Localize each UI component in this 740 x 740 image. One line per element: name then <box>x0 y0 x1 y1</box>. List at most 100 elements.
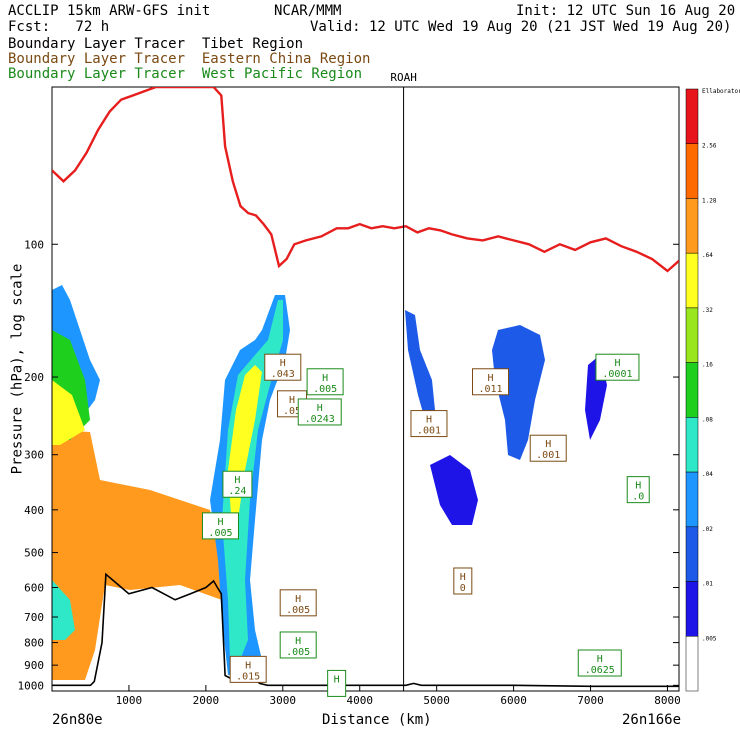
high-marker-value: .005 <box>286 605 310 616</box>
y-tick-label: 1000 <box>18 679 45 692</box>
high-marker-letter: H <box>217 517 223 528</box>
forecast-hour: Fcst: 72 h <box>8 19 110 35</box>
colorbar-label: .04 <box>702 471 713 478</box>
high-marker: H.011 <box>472 368 510 396</box>
high-marker-value: .011 <box>478 384 502 395</box>
high-marker-letter: H <box>280 358 286 369</box>
colorbar-swatch <box>685 252 699 309</box>
high-marker: H.005 <box>306 368 344 396</box>
high-marker-box <box>595 353 640 381</box>
colorbar-label: .08 <box>702 416 713 423</box>
high-marker: H.005 <box>279 631 317 659</box>
y-tick-label: 300 <box>24 449 44 462</box>
high-marker-box <box>453 567 473 595</box>
colorbar-label: .02 <box>702 526 713 533</box>
high-marker-value: 0 <box>460 583 466 594</box>
high-marker: H0 <box>453 567 473 595</box>
high-marker-value: .015 <box>236 671 260 682</box>
high-marker: H.005 <box>201 512 239 540</box>
plot-frame <box>51 86 680 692</box>
colorbar-label: .64 <box>702 252 713 259</box>
x-tick-label: 4000 <box>346 694 373 707</box>
high-marker-letter: H <box>487 373 493 384</box>
high-marker-letter: H <box>597 654 603 665</box>
high-marker-box <box>279 589 317 617</box>
high-marker-value: .24 <box>228 486 246 497</box>
tropopause-line <box>52 87 679 273</box>
high-marker-value: .0001 <box>602 369 632 380</box>
legend-item-tibet: Boundary Layer Tracer Tibet Region <box>8 36 304 52</box>
high-markers: H.043H.05H.005H.015H.011H0H.001H.001H.24… <box>201 353 650 697</box>
high-marker: H.043 <box>264 353 302 381</box>
y-axis-title: Pressure (hPa), log scale <box>9 263 26 475</box>
high-marker-letter: H <box>322 373 328 384</box>
colorbar-swatch <box>685 581 699 637</box>
high-marker-value: .001 <box>536 450 560 461</box>
colorbar-label: 1.28 <box>702 197 717 204</box>
high-marker-box <box>472 368 510 396</box>
colorbar-swatch <box>685 636 699 692</box>
high-marker-letter: H <box>614 358 620 369</box>
high-marker: H.001 <box>529 434 567 462</box>
colorbar: Ellaborator 2.56 1.28 .64 .32 .16 .08 .04 .02 .01… <box>685 88 740 692</box>
high-marker-value: .005 <box>286 647 310 658</box>
blob-3 <box>430 455 478 525</box>
high-marker-box <box>222 470 253 498</box>
high-marker-box <box>264 353 302 381</box>
valid-time: Valid: 12 UTC Wed 19 Aug 20 (21 JST Wed … <box>310 19 732 35</box>
high-marker: H.0 <box>626 476 650 504</box>
blob-1 <box>405 310 435 420</box>
x-tick-label: 5000 <box>423 694 450 707</box>
high-marker-box <box>626 476 650 504</box>
colorbar-label: .16 <box>702 362 713 369</box>
high-marker-letter: H <box>545 439 551 450</box>
high-marker: H.0001 <box>595 353 640 381</box>
colorbar-label: 2.56 <box>702 143 717 150</box>
axes: 1000 2000 3000 4000 5000 6000 7000 800010020030… <box>18 238 681 707</box>
high-marker: H.001 <box>410 410 448 438</box>
high-marker-value: .0625 <box>585 665 615 676</box>
x-axis-right-end-label: 26n166e <box>622 712 682 728</box>
y-tick-label: 500 <box>24 547 44 560</box>
y-tick-label: 100 <box>24 238 44 251</box>
roah-marker: ROAH <box>390 71 417 691</box>
high-marker-value: .0 <box>632 492 644 503</box>
high-marker: H.0243 <box>297 398 342 426</box>
x-tick-label: 7000 <box>577 694 604 707</box>
high-marker: H.24 <box>222 470 253 498</box>
high-marker-value: .001 <box>417 426 441 437</box>
y-tick-label: 200 <box>24 371 44 384</box>
colorbar-swatch <box>685 143 699 199</box>
high-marker-box <box>327 669 347 697</box>
title: ACCLIP 15km ARW-GFS init <box>8 3 211 19</box>
high-marker-box <box>229 655 267 683</box>
high-marker-letter: H <box>295 594 301 605</box>
high-marker: H.005 <box>279 589 317 617</box>
high-marker-value: .005 <box>313 384 337 395</box>
high-marker: H.015 <box>229 655 267 683</box>
high-marker-box <box>577 649 622 677</box>
y-tick-label: 700 <box>24 611 44 624</box>
high-marker-box <box>279 631 317 659</box>
x-tick-label: 6000 <box>500 694 527 707</box>
x-axis-left-end-label: 26n80e <box>52 712 103 728</box>
x-tick-label: 2000 <box>193 694 220 707</box>
tibet-tracer-field <box>52 430 222 680</box>
high-marker-value: .0243 <box>305 414 335 425</box>
high-marker: H.0625 <box>577 649 622 677</box>
high-marker-letter: H <box>234 475 240 486</box>
high-marker-letter: H <box>635 481 641 492</box>
plume-column-inner <box>222 300 283 660</box>
colorbar-swatch <box>685 307 699 363</box>
high-marker-letter: H <box>460 572 466 583</box>
y-tick-label: 800 <box>24 637 44 650</box>
y-tick-label: 400 <box>24 504 44 517</box>
high-marker-box <box>529 434 567 462</box>
x-tick-label: 1000 <box>116 694 143 707</box>
tibet-tracer-field-low <box>52 580 75 640</box>
high-marker-value: .043 <box>271 369 295 380</box>
colorbar-swatch <box>685 471 699 528</box>
high-marker-value: .005 <box>208 528 232 539</box>
tropopause-profile <box>52 87 679 273</box>
x-axis-title: Distance (km) <box>322 712 432 728</box>
